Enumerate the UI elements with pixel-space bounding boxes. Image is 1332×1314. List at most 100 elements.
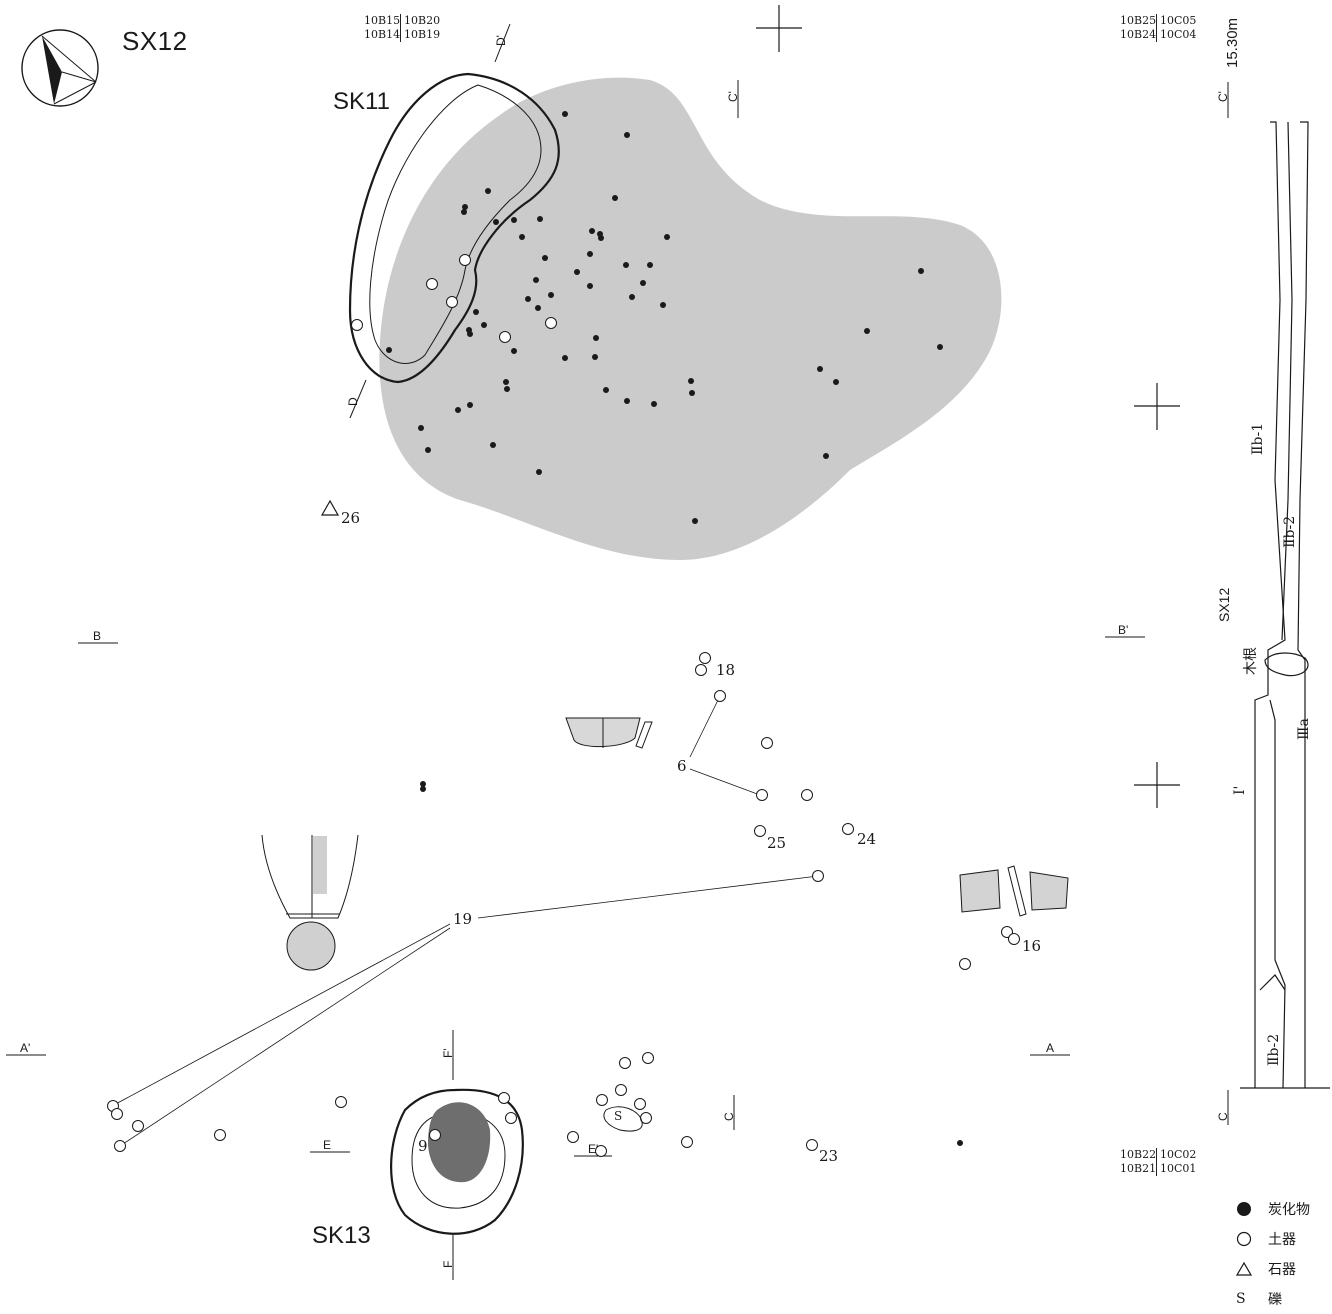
pottery-sherd-circle bbox=[642, 1052, 654, 1064]
pottery-sherd-circle bbox=[505, 1112, 517, 1124]
profile-feature-label: SX12 bbox=[1216, 587, 1232, 622]
pottery-sherd-circle bbox=[499, 331, 511, 343]
sk13-dark-fill bbox=[428, 1102, 491, 1183]
charcoal-dot bbox=[833, 379, 839, 385]
pottery-sherd-circle bbox=[699, 652, 711, 664]
legend-item-gravel: S 礫 bbox=[1236, 1291, 1282, 1308]
pottery-sherd-circle bbox=[545, 317, 557, 329]
section-label-a-prime: A' bbox=[20, 1041, 31, 1055]
charcoal-dot bbox=[587, 251, 593, 257]
section-label-c: C bbox=[722, 1112, 736, 1121]
charcoal-dot bbox=[574, 269, 580, 275]
pottery-sherd-circle bbox=[114, 1140, 126, 1152]
artifact-number-19: 19 bbox=[453, 910, 473, 928]
charcoal-dot bbox=[425, 447, 431, 453]
charcoal-dot bbox=[485, 188, 491, 194]
section-label-b: B bbox=[93, 629, 102, 643]
charcoal-dot bbox=[864, 328, 870, 334]
artifact-number-16: 16 bbox=[1022, 937, 1042, 955]
grid-label-top-right: 10B25 10C05 10B24 10C04 bbox=[1120, 14, 1197, 42]
section-profile bbox=[1240, 121, 1330, 1089]
pottery-sherd-circle bbox=[446, 296, 458, 308]
sk13-inner-outline bbox=[411, 1111, 506, 1209]
charcoal-dot bbox=[651, 401, 657, 407]
pottery-sherd-circle bbox=[634, 1098, 646, 1110]
charcoal-dot bbox=[592, 354, 598, 360]
section-label-f-prime: F' bbox=[441, 1048, 455, 1058]
charcoal-dot bbox=[519, 234, 525, 240]
section-label-c-prime-right: C' bbox=[1216, 91, 1230, 102]
section-label-f: F bbox=[441, 1260, 455, 1268]
charcoal-dot bbox=[490, 442, 496, 448]
open-circle-icon bbox=[1236, 1231, 1268, 1247]
charcoal-dot bbox=[511, 348, 517, 354]
profile-layer-iib1: Ⅱb-1 bbox=[1250, 422, 1266, 455]
pottery-sherd-circle bbox=[459, 254, 471, 266]
pottery-sherd-circle bbox=[132, 1120, 144, 1132]
charcoal-dot bbox=[623, 262, 629, 268]
charcoal-dot bbox=[598, 235, 604, 241]
pottery-rim-sherd-illustration bbox=[565, 717, 653, 749]
charcoal-dot bbox=[823, 453, 829, 459]
pottery-sherd-circle bbox=[714, 690, 726, 702]
charcoal-dot bbox=[589, 228, 595, 234]
charcoal-dot bbox=[462, 204, 468, 210]
pottery-sherd-circle bbox=[1008, 933, 1020, 945]
charcoal-dot bbox=[455, 407, 461, 413]
sk11-inner-outline bbox=[369, 84, 542, 364]
section-label-d-prime: D' bbox=[494, 35, 508, 46]
artifact-number-26: 26 bbox=[341, 509, 361, 527]
profile-root-label: 木根 bbox=[1243, 647, 1259, 675]
sk11-label: SK11 bbox=[333, 88, 390, 115]
pottery-sherd-circle bbox=[111, 1108, 123, 1120]
charcoal-dot bbox=[562, 111, 568, 117]
legend-item-pottery: 土器 bbox=[1236, 1224, 1310, 1254]
pottery-vessel-illustration bbox=[261, 834, 359, 971]
charcoal-dot bbox=[461, 209, 467, 215]
grid-cross-right-lower bbox=[1134, 762, 1180, 808]
charcoal-dot bbox=[593, 335, 599, 341]
section-label-a: A bbox=[1046, 1041, 1055, 1055]
grid-label-bottom-right: 10B22 10C02 10B21 10C01 bbox=[1120, 1148, 1197, 1176]
grid-cross-right-upper bbox=[1134, 383, 1180, 430]
pottery-sherd-circle bbox=[754, 825, 766, 837]
pottery-sherd-circle bbox=[812, 870, 824, 882]
sk13-label: SK13 bbox=[312, 1222, 371, 1249]
pottery-sherd-circle bbox=[806, 1139, 818, 1151]
pottery-sherd-circle bbox=[761, 737, 773, 749]
profile-layer-iib2-lower: Ⅱb-2 bbox=[1266, 1033, 1282, 1066]
filled-circle-icon bbox=[1236, 1201, 1268, 1217]
pottery-sherd-circle bbox=[681, 1136, 693, 1148]
charcoal-dot bbox=[420, 781, 426, 787]
pottery-sherd-circle bbox=[498, 1092, 510, 1104]
pottery-sherd-circle bbox=[1001, 926, 1013, 938]
charcoal-dot bbox=[612, 195, 618, 201]
charcoal-dot bbox=[937, 344, 943, 350]
pottery-sherd-circle bbox=[842, 823, 854, 835]
charcoal-dot bbox=[689, 390, 695, 396]
charcoal-dot bbox=[660, 302, 666, 308]
artifact-number-24: 24 bbox=[857, 830, 877, 848]
artifact-number-23: 23 bbox=[819, 1147, 839, 1165]
north-arrow-icon bbox=[21, 29, 99, 107]
drawing-title: SX12 bbox=[122, 26, 188, 56]
gravel-symbol: S bbox=[1236, 1291, 1246, 1307]
charcoal-dot bbox=[493, 219, 499, 225]
sx12-charcoal-area bbox=[379, 77, 1002, 561]
charcoal-dot bbox=[542, 255, 548, 261]
section-line-e bbox=[310, 1151, 612, 1157]
pottery-sherd-circle bbox=[615, 1084, 627, 1096]
charcoal-dot bbox=[467, 402, 473, 408]
profile-layer-iib2-upper: Ⅱb-2 bbox=[1282, 515, 1298, 548]
charcoal-dots bbox=[386, 111, 963, 1146]
pottery-sherd-circle bbox=[756, 789, 768, 801]
elevation-label: 15.30m bbox=[1224, 17, 1241, 68]
charcoal-dot bbox=[918, 268, 924, 274]
pottery-sherd-circle bbox=[426, 278, 438, 290]
charcoal-dot bbox=[548, 292, 554, 298]
charcoal-dot bbox=[467, 331, 473, 337]
charcoal-dot bbox=[503, 379, 509, 385]
stone-tool-triangle-icon bbox=[320, 499, 340, 516]
refit-lines bbox=[111, 695, 819, 1147]
